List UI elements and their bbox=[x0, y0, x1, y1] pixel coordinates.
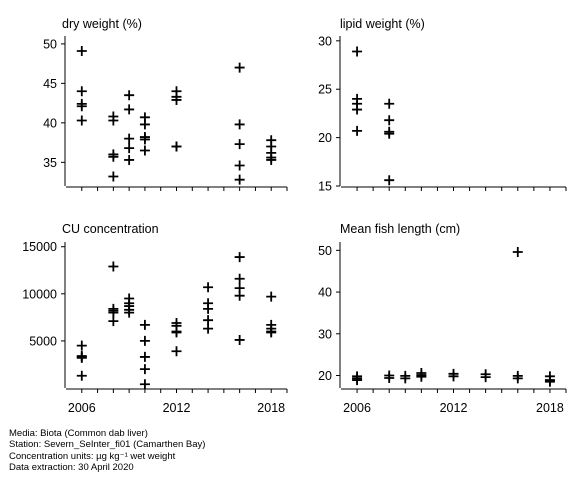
y-tick-label: 20 bbox=[318, 369, 332, 383]
data-point bbox=[512, 247, 523, 258]
x-tick-label: 2012 bbox=[163, 401, 191, 415]
panel-title: dry weight (%) bbox=[62, 17, 142, 31]
footer-units: Concentration units: µg kg⁻¹ wet weight bbox=[9, 450, 176, 462]
y-tick-label: 20 bbox=[318, 131, 332, 145]
y-tick-label: 10000 bbox=[22, 287, 57, 301]
chart-footer: Media: Biota (Common dab liver) Station:… bbox=[9, 428, 205, 474]
data-point bbox=[139, 134, 150, 145]
y-tick-label: 30 bbox=[318, 34, 332, 48]
data-point bbox=[352, 46, 363, 57]
y-tick-label: 5000 bbox=[29, 334, 57, 348]
y-tick-label: 45 bbox=[43, 77, 57, 91]
y-tick-label: 25 bbox=[318, 83, 332, 97]
data-point bbox=[266, 154, 277, 165]
data-point bbox=[171, 346, 182, 357]
y-tick-label: 30 bbox=[318, 327, 332, 341]
data-point bbox=[139, 379, 150, 390]
data-point bbox=[384, 98, 395, 109]
data-point bbox=[203, 303, 214, 314]
data-point bbox=[234, 252, 245, 263]
data-point bbox=[76, 86, 87, 97]
data-point bbox=[76, 115, 87, 126]
y-tick-label: 40 bbox=[318, 286, 332, 300]
panel-dry-weight: dry weight (%) 35 40 45 50 bbox=[43, 17, 288, 191]
data-point bbox=[448, 371, 459, 382]
x-tick-label: 2012 bbox=[440, 401, 468, 415]
data-point bbox=[384, 128, 395, 139]
data-point bbox=[480, 372, 491, 383]
data-point bbox=[234, 139, 245, 150]
panel-cu-concentration: CU concentration 2006 2012 2018 5000 10000 150… bbox=[22, 222, 288, 415]
data-point bbox=[139, 351, 150, 362]
data-point bbox=[108, 307, 119, 318]
data-point bbox=[266, 291, 277, 302]
data-point bbox=[76, 340, 87, 351]
footer-media: Media: Biota (Common dab liver) bbox=[9, 428, 148, 439]
data-point bbox=[139, 119, 150, 130]
panel-lipid-weight: lipid weight (%) 15 20 25 30 bbox=[318, 17, 567, 194]
data-point bbox=[124, 154, 135, 165]
data-point bbox=[352, 104, 363, 115]
data-point bbox=[139, 335, 150, 346]
data-point bbox=[416, 371, 427, 382]
data-point bbox=[234, 273, 245, 284]
data-point bbox=[139, 364, 150, 375]
footer-station: Station: Severn_SeInter_fi01 (Camarthen … bbox=[9, 439, 206, 451]
data-point bbox=[203, 323, 214, 334]
data-point bbox=[124, 133, 135, 144]
data-point bbox=[76, 101, 87, 112]
data-point bbox=[124, 143, 135, 154]
data-point bbox=[139, 319, 150, 330]
data-point bbox=[124, 90, 135, 101]
data-point bbox=[171, 141, 182, 152]
x-tick-label: 2006 bbox=[343, 401, 371, 415]
data-point bbox=[171, 94, 182, 105]
data-point bbox=[234, 62, 245, 73]
data-point bbox=[76, 370, 87, 381]
data-point bbox=[108, 151, 119, 162]
data-point bbox=[352, 375, 363, 386]
data-point bbox=[171, 327, 182, 338]
data-point bbox=[124, 307, 135, 318]
y-tick-label: 50 bbox=[318, 244, 332, 258]
data-point bbox=[76, 46, 87, 56]
data-point bbox=[76, 351, 87, 362]
panel-title: lipid weight (%) bbox=[340, 17, 425, 31]
panel-title: CU concentration bbox=[62, 222, 159, 236]
panel-title: Mean fish length (cm) bbox=[340, 222, 460, 236]
data-point bbox=[234, 334, 245, 345]
data-point bbox=[512, 373, 523, 384]
data-point bbox=[234, 119, 245, 130]
data-point bbox=[203, 315, 214, 326]
data-point bbox=[384, 175, 395, 186]
x-tick-label: 2018 bbox=[536, 401, 564, 415]
data-point bbox=[234, 174, 245, 185]
footer-extraction: Data extraction: 30 April 2020 bbox=[9, 462, 134, 474]
data-point bbox=[203, 282, 214, 293]
y-tick-label: 15 bbox=[318, 180, 332, 194]
y-tick-label: 40 bbox=[43, 116, 57, 130]
data-point bbox=[108, 115, 119, 126]
data-point bbox=[108, 316, 119, 327]
data-point bbox=[139, 145, 150, 156]
y-tick-label: 15000 bbox=[22, 240, 57, 254]
data-point bbox=[352, 125, 363, 136]
data-point bbox=[108, 261, 119, 272]
data-point bbox=[234, 290, 245, 301]
data-point bbox=[266, 327, 277, 338]
data-point bbox=[384, 372, 395, 383]
data-point bbox=[108, 171, 119, 182]
panel-fish-length: Mean fish length (cm) 2006 2012 2018 20 30 40 5… bbox=[318, 222, 567, 415]
data-point bbox=[124, 104, 135, 115]
x-tick-label: 2006 bbox=[68, 401, 96, 415]
data-point bbox=[400, 373, 411, 384]
y-tick-label: 35 bbox=[43, 156, 57, 170]
data-point bbox=[234, 160, 245, 171]
data-point bbox=[384, 115, 395, 126]
data-point bbox=[544, 376, 555, 387]
x-tick-label: 2018 bbox=[257, 401, 285, 415]
y-tick-label: 50 bbox=[43, 37, 57, 51]
